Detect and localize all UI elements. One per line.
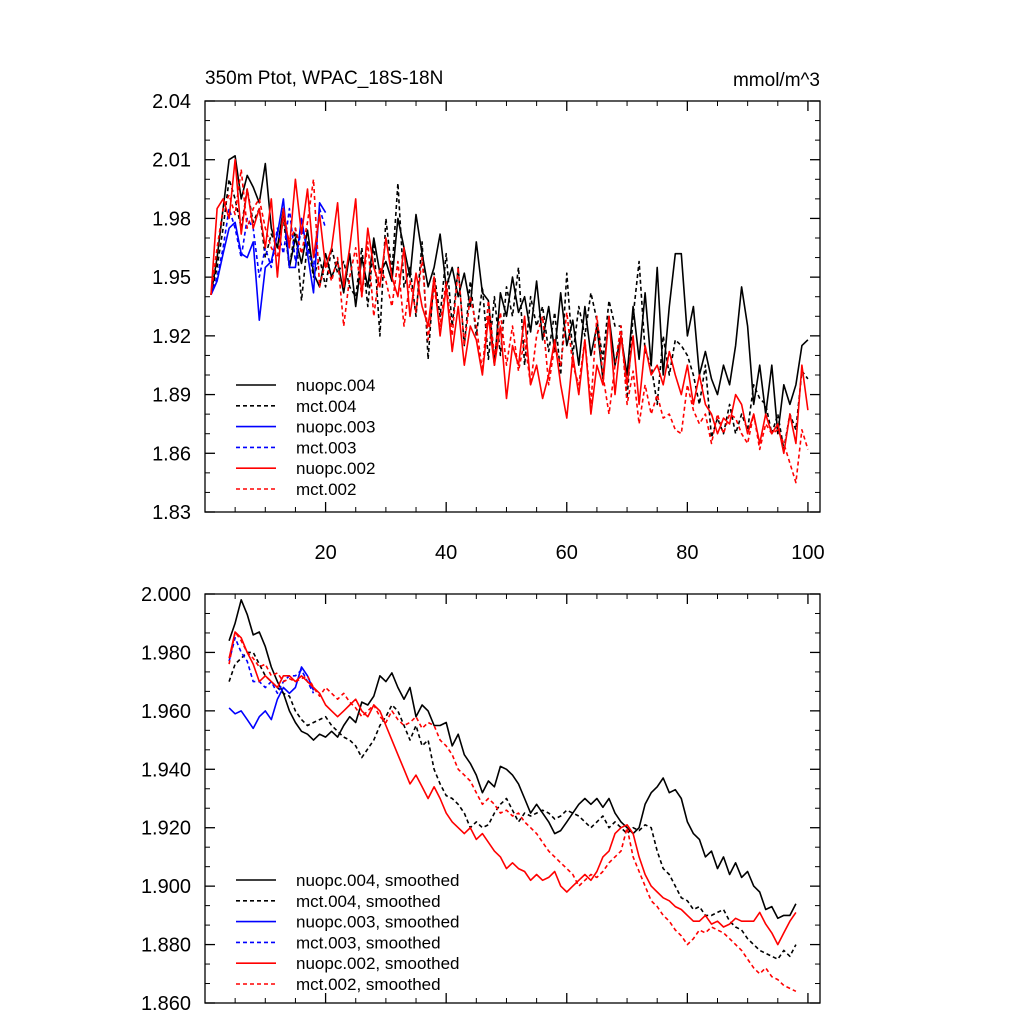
y-tick-label: 1.83	[152, 502, 191, 524]
y-tick-label: 1.900	[141, 876, 191, 898]
legend-label: nuopc.003	[296, 418, 375, 437]
plot-frame	[204, 593, 821, 1004]
top-panel: 350m Ptot, WPAC_18S-18N mmol/m^3 2.04 2.0…	[152, 68, 825, 564]
y-tick-label: 1.940	[141, 759, 191, 781]
x-tick-label: 40	[435, 542, 457, 564]
legend-label: mct.004, smoothed	[296, 892, 441, 911]
y-tick-label: 2.04	[152, 91, 191, 113]
x-tick-label: 100	[791, 542, 824, 564]
series-line-mct-004-smoothed	[228, 651, 797, 961]
legend-label: nuopc.004	[296, 376, 375, 395]
y-tick-label: 2.000	[141, 584, 191, 606]
series-line-nuopc-003	[210, 198, 327, 322]
series-line-mct-002-smoothed	[228, 631, 797, 993]
series-line-nuopc-003-smoothed	[228, 666, 315, 730]
series-line-nuopc-002	[210, 158, 809, 455]
x-tick-label: 20	[314, 542, 336, 564]
y-tick-label: 1.960	[141, 701, 191, 723]
bottom-panel: 2.000 1.980 1.960 1.940 1.920 1.900 1.880 1.860…	[141, 584, 821, 1015]
series-line-nuopc-004	[210, 155, 809, 435]
y-tick-label: 1.920	[141, 818, 191, 840]
legend-label: mct.002, smoothed	[296, 975, 441, 994]
legend-label: nuopc.002	[296, 459, 375, 478]
series-line-nuopc-002-smoothed	[228, 631, 797, 946]
series-line-mct-002	[210, 168, 809, 484]
legend-label: nuopc.003, smoothed	[296, 913, 460, 932]
x-tick-label: 60	[556, 542, 578, 564]
y-tick-label: 1.980	[141, 642, 191, 664]
top-panel-units: mmol/m^3	[733, 70, 820, 91]
legend-label: mct.004	[296, 397, 356, 416]
legend-label: nuopc.004, smoothed	[296, 871, 460, 890]
legend-label: nuopc.002, smoothed	[296, 954, 460, 973]
y-tick-label: 1.92	[152, 326, 191, 348]
y-tick-label: 2.01	[152, 150, 191, 172]
y-tick-label: 1.86	[152, 443, 191, 465]
legend-label: mct.002	[296, 480, 356, 499]
x-tick-label: 80	[676, 542, 698, 564]
y-tick-label: 1.860	[141, 993, 191, 1015]
legend-label: mct.003, smoothed	[296, 933, 441, 952]
top-panel-title: 350m Ptot, WPAC_18S-18N	[205, 68, 443, 89]
y-tick-label: 1.89	[152, 385, 191, 407]
series-line-nuopc-004-smoothed	[228, 598, 797, 920]
legend-label: mct.003	[296, 438, 356, 457]
y-tick-label: 1.95	[152, 267, 191, 289]
y-tick-label: 1.98	[152, 208, 191, 230]
y-tick-label: 1.880	[141, 935, 191, 957]
plot-frame	[204, 100, 821, 513]
